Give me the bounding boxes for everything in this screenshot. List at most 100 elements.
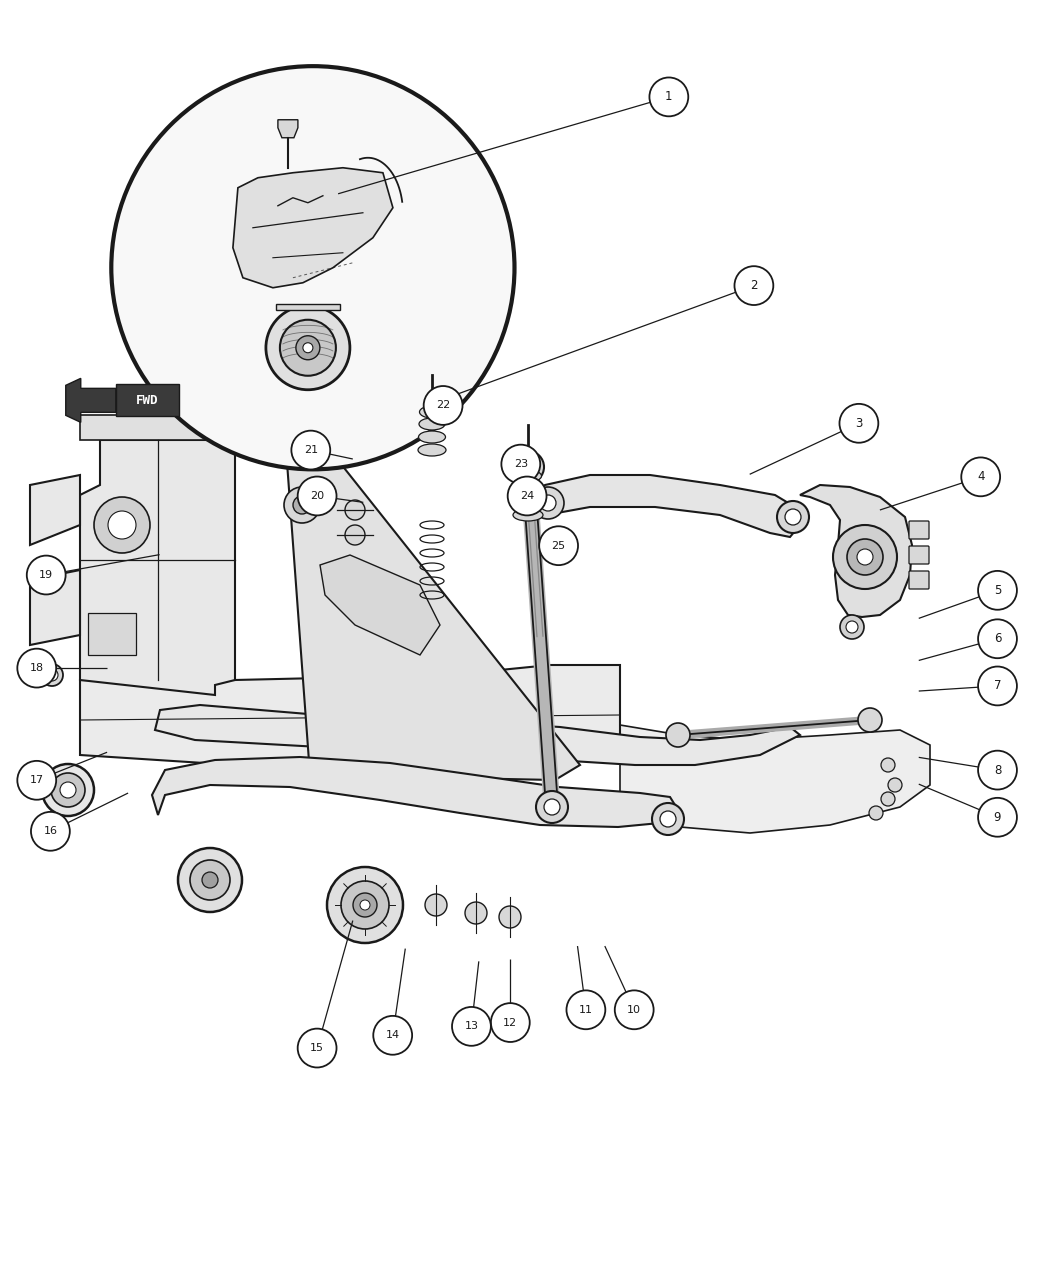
Circle shape (978, 798, 1016, 836)
Text: 8: 8 (993, 764, 1002, 776)
Circle shape (785, 509, 801, 525)
Circle shape (111, 66, 514, 469)
Circle shape (360, 900, 370, 910)
Polygon shape (285, 425, 580, 780)
Circle shape (17, 761, 57, 799)
Text: 22: 22 (436, 400, 450, 411)
Circle shape (501, 445, 540, 483)
Text: 7: 7 (993, 680, 1002, 692)
Text: 20: 20 (310, 491, 324, 501)
Circle shape (540, 527, 578, 565)
Circle shape (266, 306, 350, 390)
Circle shape (298, 477, 336, 515)
Text: 10: 10 (627, 1005, 642, 1015)
Text: 25: 25 (551, 541, 566, 551)
Circle shape (652, 803, 684, 835)
Circle shape (26, 556, 65, 594)
Polygon shape (276, 303, 340, 310)
Circle shape (881, 759, 895, 771)
Text: 13: 13 (464, 1021, 479, 1031)
Text: 6: 6 (993, 632, 1002, 645)
Polygon shape (152, 757, 680, 827)
Circle shape (777, 501, 808, 533)
Ellipse shape (41, 664, 63, 686)
Circle shape (660, 811, 676, 827)
Polygon shape (80, 666, 620, 775)
Circle shape (666, 723, 690, 747)
Circle shape (978, 571, 1016, 609)
Polygon shape (66, 379, 116, 422)
Text: 4: 4 (976, 470, 985, 483)
Circle shape (888, 778, 902, 792)
Circle shape (94, 497, 150, 553)
Text: 2: 2 (750, 279, 758, 292)
Ellipse shape (514, 482, 542, 493)
Circle shape (649, 78, 689, 116)
Circle shape (30, 812, 69, 850)
Text: 19: 19 (39, 570, 54, 580)
Polygon shape (155, 705, 800, 765)
Circle shape (293, 496, 311, 514)
Polygon shape (30, 476, 80, 544)
Circle shape (302, 343, 313, 353)
Text: 1: 1 (665, 91, 673, 103)
Circle shape (962, 458, 1000, 496)
Circle shape (345, 525, 365, 544)
Ellipse shape (513, 495, 543, 507)
Polygon shape (80, 440, 235, 695)
FancyBboxPatch shape (909, 521, 929, 539)
Circle shape (978, 667, 1016, 705)
Ellipse shape (46, 669, 58, 681)
Text: 17: 17 (29, 775, 44, 785)
Circle shape (544, 799, 560, 815)
Text: 5: 5 (993, 584, 1002, 597)
Ellipse shape (418, 444, 446, 456)
Circle shape (341, 881, 388, 929)
Circle shape (978, 620, 1016, 658)
Circle shape (858, 708, 882, 732)
Circle shape (178, 848, 242, 912)
Polygon shape (30, 570, 80, 645)
Polygon shape (530, 476, 800, 537)
Polygon shape (320, 555, 440, 655)
Circle shape (499, 907, 521, 928)
Circle shape (507, 477, 547, 515)
Circle shape (735, 266, 773, 305)
Circle shape (202, 872, 218, 887)
Ellipse shape (419, 431, 445, 442)
Text: 15: 15 (310, 1043, 324, 1053)
Text: 24: 24 (520, 491, 534, 501)
Circle shape (42, 764, 94, 816)
Circle shape (869, 806, 883, 820)
Circle shape (881, 792, 895, 806)
Circle shape (423, 386, 463, 425)
Text: 18: 18 (29, 663, 44, 673)
Circle shape (857, 550, 873, 565)
Polygon shape (800, 484, 912, 617)
Circle shape (280, 320, 336, 376)
Circle shape (17, 649, 57, 687)
Circle shape (284, 487, 320, 523)
Text: 9: 9 (993, 811, 1002, 824)
Circle shape (978, 751, 1016, 789)
Polygon shape (620, 725, 930, 833)
Circle shape (615, 991, 653, 1029)
Circle shape (567, 991, 605, 1029)
FancyBboxPatch shape (909, 571, 929, 589)
Circle shape (374, 1016, 412, 1054)
Circle shape (512, 451, 544, 483)
Text: 14: 14 (385, 1030, 400, 1040)
Circle shape (536, 790, 568, 822)
Circle shape (833, 525, 897, 589)
Circle shape (298, 1029, 336, 1067)
Circle shape (491, 1003, 530, 1042)
Circle shape (840, 615, 864, 639)
Ellipse shape (514, 470, 542, 482)
Ellipse shape (420, 405, 444, 418)
Ellipse shape (513, 509, 543, 521)
Circle shape (452, 1007, 491, 1046)
Circle shape (846, 621, 858, 632)
Circle shape (532, 487, 564, 519)
FancyBboxPatch shape (909, 546, 929, 564)
Circle shape (292, 431, 330, 469)
